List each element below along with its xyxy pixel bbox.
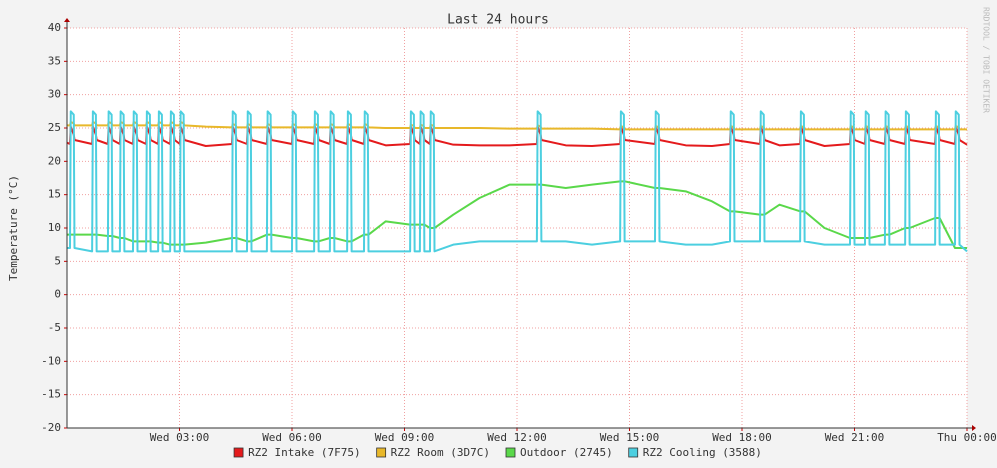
x-tick-label: Wed 21:00 xyxy=(825,431,885,444)
y-tick-label: 5 xyxy=(54,254,61,267)
legend: RZ2 Intake (7F75) RZ2 Room (3D7C) Outdoor … xyxy=(233,446,762,459)
legend-swatch xyxy=(233,447,244,458)
grid: -20 -15 -10 -5 0 5 10 15 20 25 30 35 40 Wed 03:00 Wed … xyxy=(41,21,997,444)
y-axis-arrow xyxy=(64,18,70,22)
y-tick-label: -20 xyxy=(41,421,61,434)
legend-label: Outdoor (2745) xyxy=(520,446,613,459)
legend-swatch xyxy=(376,447,387,458)
legend-item: RZ2 Intake (7F75) xyxy=(233,446,361,459)
y-tick-label: 10 xyxy=(48,221,61,234)
lines xyxy=(66,110,968,253)
y-tick-label: -15 xyxy=(41,388,61,401)
y-tick-label: 40 xyxy=(48,21,61,34)
x-axis-arrow xyxy=(972,425,976,431)
y-tick-label: -5 xyxy=(48,321,61,334)
legend-item: RZ2 Room (3D7C) xyxy=(376,446,490,459)
legend-label: RZ2 Intake (7F75) xyxy=(248,446,361,459)
x-tick-label: Wed 03:00 xyxy=(150,431,210,444)
y-tick-label: 0 xyxy=(54,288,61,301)
x-tick-label: Wed 09:00 xyxy=(375,431,435,444)
x-tick-label: Wed 06:00 xyxy=(262,431,322,444)
legend-item: Outdoor (2745) xyxy=(505,446,613,459)
x-tick-label: Wed 15:00 xyxy=(600,431,660,444)
legend-swatch xyxy=(628,447,639,458)
legend-swatch xyxy=(505,447,516,458)
y-axis-label: Temperature (°C) xyxy=(7,175,20,281)
y-tick-label: -10 xyxy=(41,354,61,367)
x-tick-label: Wed 18:00 xyxy=(712,431,772,444)
chart-title: Last 24 hours xyxy=(447,13,549,28)
y-tick-label: 30 xyxy=(48,88,61,101)
y-tick-label: 15 xyxy=(48,188,61,201)
x-tick-label: Thu 00:00 xyxy=(937,431,997,444)
y-tick-label: 25 xyxy=(48,121,61,134)
x-tick-label: Wed 12:00 xyxy=(487,431,547,444)
series-line xyxy=(67,110,968,253)
legend-label: RZ2 Room (3D7C) xyxy=(391,446,490,459)
watermark: RRDTOOL / TOBI OETIKER xyxy=(982,7,991,113)
y-tick-label: 35 xyxy=(48,54,61,67)
axes xyxy=(64,18,976,431)
legend-item: RZ2 Cooling (3588) xyxy=(628,446,762,459)
y-tick-label: 20 xyxy=(48,154,61,167)
legend-label: RZ2 Cooling (3588) xyxy=(643,446,762,459)
